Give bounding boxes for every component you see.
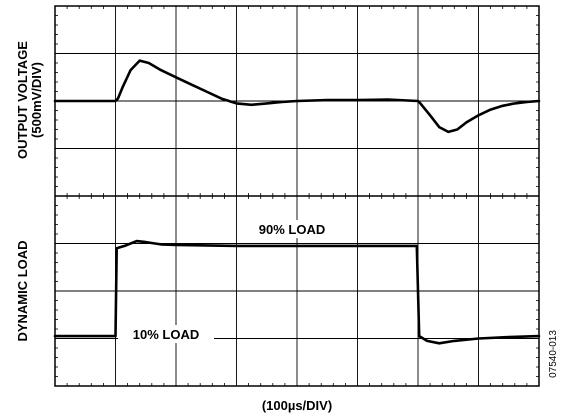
y-axis-label-output-voltage-line1: OUTPUT VOLTAGE bbox=[15, 41, 30, 159]
graticule-grid bbox=[55, 6, 539, 386]
x-axis-label: (100µs/DIV) bbox=[262, 398, 332, 413]
plot-frame bbox=[54, 5, 540, 387]
annotation-90-load-background bbox=[244, 220, 340, 238]
y-axis-label-dynamic-load: DYNAMIC LOAD bbox=[15, 240, 30, 341]
output-voltage-trace bbox=[53, 59, 541, 134]
annotation-10-load: 10% LOAD bbox=[133, 327, 199, 342]
annotation-10-load-background bbox=[118, 325, 214, 343]
trace-group bbox=[53, 59, 541, 345]
figure-code: 07540-013 bbox=[548, 330, 559, 378]
y-axis-label-output-voltage-line2: (500mV/DIV) bbox=[29, 62, 44, 138]
dynamic-load-trace bbox=[53, 239, 541, 345]
y-axis-label-output-voltage: OUTPUT VOLTAGE (500mV/DIV) bbox=[15, 41, 44, 159]
annotation-90-load: 90% LOAD bbox=[259, 222, 325, 237]
